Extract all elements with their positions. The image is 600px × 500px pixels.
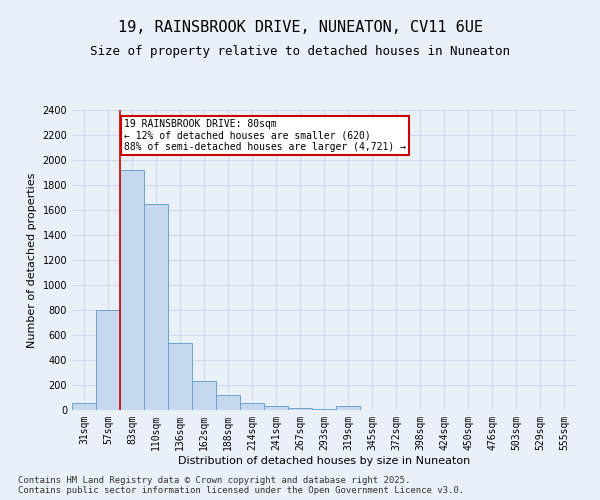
X-axis label: Distribution of detached houses by size in Nuneaton: Distribution of detached houses by size …: [178, 456, 470, 466]
Bar: [288, 408, 312, 410]
Bar: [336, 406, 360, 410]
Text: Size of property relative to detached houses in Nuneaton: Size of property relative to detached ho…: [90, 45, 510, 58]
Bar: [312, 409, 336, 410]
Bar: [144, 204, 168, 410]
Y-axis label: Number of detached properties: Number of detached properties: [27, 172, 37, 348]
Text: 19, RAINSBROOK DRIVE, NUNEATON, CV11 6UE: 19, RAINSBROOK DRIVE, NUNEATON, CV11 6UE: [118, 20, 482, 35]
Bar: [192, 381, 216, 410]
Bar: [264, 406, 288, 410]
Bar: [216, 395, 240, 410]
Bar: [72, 402, 96, 410]
Bar: [96, 310, 120, 410]
Bar: [120, 170, 144, 410]
Text: 19 RAINSBROOK DRIVE: 80sqm
← 12% of detached houses are smaller (620)
88% of sem: 19 RAINSBROOK DRIVE: 80sqm ← 12% of deta…: [124, 118, 406, 152]
Text: Contains HM Land Registry data © Crown copyright and database right 2025.
Contai: Contains HM Land Registry data © Crown c…: [18, 476, 464, 495]
Bar: [168, 342, 192, 410]
Bar: [240, 403, 264, 410]
